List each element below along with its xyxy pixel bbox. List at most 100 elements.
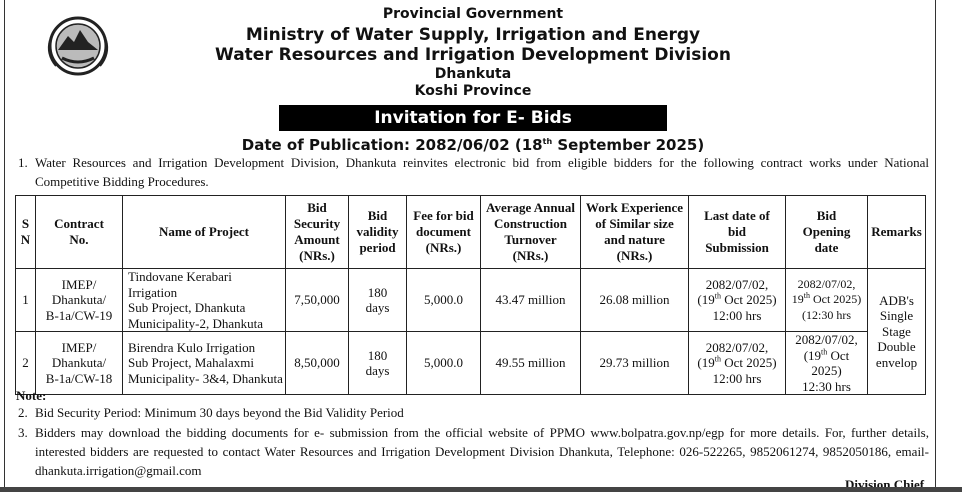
header-cell: Fee for bid document (NRs.) (406, 195, 481, 269)
cell-line: Single (879, 308, 914, 324)
text: (19 (697, 292, 715, 308)
cell: 1 (15, 268, 36, 332)
cell-line: 2082/07/02, (705, 276, 769, 292)
district: Dhankuta (434, 66, 512, 82)
cell-line: Dhankuta/ (51, 292, 107, 308)
superscript: th (542, 137, 553, 146)
header-row: S N Contract No. Name of Project Bid Security A… (15, 195, 926, 269)
cell-line: 7,50,000 (294, 292, 340, 308)
cell-line: S (21, 216, 30, 231)
text: Oct 2025) (720, 355, 777, 371)
cell-line: 12:30 hrs (802, 378, 851, 394)
cell-line: Municipality- 3&4, Dhankuta (128, 370, 283, 386)
cell: 8,50,000 (285, 331, 349, 395)
cell-line: Bid (307, 200, 327, 215)
cell-line: Dhankuta/ (51, 355, 107, 371)
cell-line: Stage (882, 323, 911, 339)
text: (19 (697, 355, 715, 371)
header-cell: Remarks (867, 195, 926, 269)
province: Koshi Province (414, 83, 532, 99)
cell-line: Bid (367, 208, 388, 223)
item-number: 1. (18, 155, 28, 170)
cell: 5,000.0 (406, 331, 481, 395)
cell-line: IMEP/ (61, 339, 97, 355)
cell-line: 5,000.0 (424, 355, 463, 371)
cell-line: Last date of (704, 208, 770, 223)
cell-line: B-1a/CW-19 (45, 307, 113, 323)
cell-line: IMEP/ (61, 276, 97, 292)
cell: 29.73 million (580, 331, 689, 395)
cell-line: of Similar size (595, 216, 674, 231)
cell-line: Double (877, 339, 916, 355)
emblem (47, 16, 109, 76)
row: 2 IMEP/Dhankuta/B-1a/CW-18 Birendra Kulo I… (15, 331, 926, 395)
cell-line: Opening (802, 224, 851, 239)
header-cell: Name of Project (122, 195, 286, 269)
cell-line: Amount (294, 232, 340, 247)
cell-line: (19th Oct 2025) (691, 292, 783, 308)
superscript: th (821, 347, 828, 357)
cell-line: Contract (54, 216, 104, 231)
cell-line: Construction (494, 216, 567, 231)
remarks-cell: ADB's Single Stage Double envelop (867, 268, 926, 395)
cell-line: date (814, 240, 839, 255)
cell: 180 days (348, 331, 407, 395)
cell-line: 2082/07/02, (797, 276, 856, 291)
bottom-strip (0, 487, 962, 492)
cell-line: document (416, 224, 471, 239)
bid-table: S N Contract No. Name of Project Bid Security A… (15, 195, 926, 395)
cell-line: (NRs.) (512, 248, 549, 263)
cell: IMEP/Dhankuta/B-1a/CW-18 (35, 331, 123, 395)
cell-line: 180 (367, 347, 388, 363)
division: Water Resources and Irrigation Developme… (215, 45, 731, 65)
cell: 49.55 million (480, 331, 581, 395)
cell-line: 29.73 million (599, 355, 670, 371)
text: September 2025) (552, 136, 705, 154)
cell-line: No. (69, 232, 89, 247)
header-cell: Bid Security Amount (NRs.) (285, 195, 349, 269)
text: Oct 2025) (809, 292, 862, 307)
header-cell: Contract No. (35, 195, 123, 269)
cell-line: 43.47 million (495, 292, 566, 308)
cell-line: B-1a/CW-18 (45, 370, 113, 386)
banner: Invitation for E- Bids (279, 105, 667, 131)
cell-line: days (365, 363, 390, 378)
cell-line: 180 (367, 284, 388, 300)
row: 1 IMEP/Dhankuta/B-1a/CW-19 Tindovane Kerab… (15, 268, 926, 395)
cell-line: Sub Project, Dhankuta (128, 300, 246, 315)
note-text: Bidders may download the bidding documen… (35, 425, 929, 478)
cell: 5,000.0 (406, 268, 481, 332)
text: Oct 2025) (811, 347, 850, 379)
cell-line: Submission (705, 240, 769, 255)
cell-line: N (20, 232, 31, 247)
cell-line: Average Annual (486, 200, 575, 215)
cell-line: Bid (816, 208, 837, 223)
text: (19 (803, 347, 822, 363)
cell-line: 2 (22, 355, 29, 371)
header-cell: Average Annual Construction Turnover (NRs.) (480, 195, 581, 269)
cell: 180 days (348, 268, 407, 332)
cell: 7,50,000 (285, 268, 349, 332)
item-number: 3. (18, 425, 28, 440)
cell-line: 12:00 hrs (712, 370, 762, 386)
government: Provincial Government (382, 6, 564, 22)
cell-line: 2082/07/02, (795, 332, 858, 347)
cell-line: Birendra Kulo Irrigation (128, 339, 256, 355)
cell-line: 19th Oct 2025) (788, 292, 865, 308)
cell-line: period (359, 240, 396, 255)
cell: IMEP/Dhankuta/B-1a/CW-19 (35, 268, 123, 332)
cell: Birendra Kulo Irrigation Sub Project, Mah… (122, 331, 286, 395)
cell-line: (NRs.) (425, 240, 462, 255)
cell-line: ADB's (879, 292, 914, 308)
cell-line: 26.08 million (599, 292, 670, 308)
ministry: Ministry of Water Supply, Irrigation and… (245, 25, 701, 45)
header-cell: Last date of bid Submission (688, 195, 786, 269)
cell-line: 12:00 hrs (712, 307, 762, 323)
cell: 2082/07/02, (19th Oct 2025) 12:00 hrs (688, 331, 786, 395)
cell-line: 49.55 million (495, 355, 566, 371)
intro-text: Water Resources and Irrigation Developme… (35, 155, 929, 189)
cell-line: (19th Oct 2025) (691, 355, 783, 371)
item-number: 2. (18, 405, 28, 420)
